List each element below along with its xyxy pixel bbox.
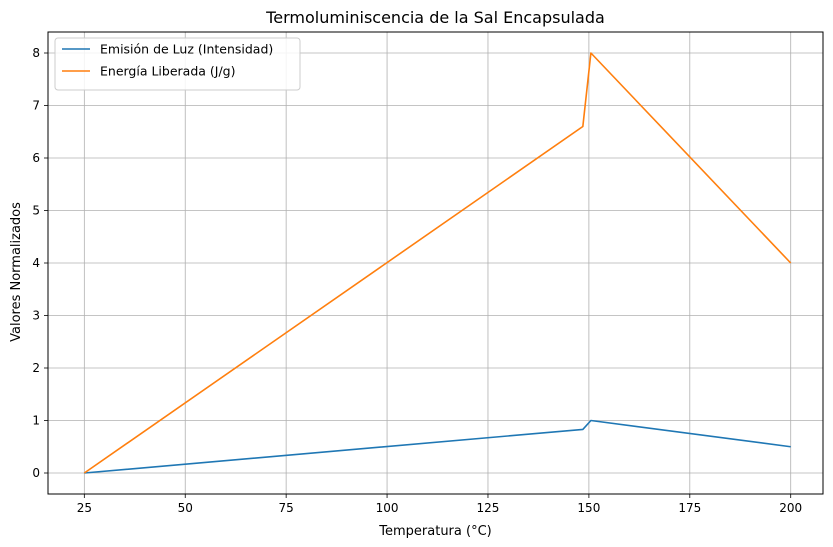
grid bbox=[48, 32, 823, 494]
y-tick-label: 3 bbox=[32, 309, 40, 323]
legend-label-energia: Energía Liberada (J/g) bbox=[100, 64, 236, 79]
x-tick-label: 200 bbox=[779, 501, 802, 515]
y-tick-label: 6 bbox=[32, 151, 40, 165]
chart-title: Termoluminiscencia de la Sal Encapsulada bbox=[265, 8, 605, 27]
legend: Emisión de Luz (Intensidad) Energía Libe… bbox=[54, 37, 301, 91]
x-axis-label: Temperatura (°C) bbox=[378, 524, 491, 539]
axis-ticks: 25 50 75 100 125 150 175 200 0 1 2 3 4 5 6 7 8 bbox=[32, 46, 802, 515]
y-tick-label: 2 bbox=[32, 361, 40, 375]
y-tick-label: 8 bbox=[32, 46, 40, 60]
y-tick-label: 1 bbox=[32, 414, 40, 428]
x-tick-label: 150 bbox=[577, 501, 600, 515]
y-axis-label: Valores Normalizados bbox=[9, 202, 24, 342]
legend-label-emision: Emisión de Luz (Intensidad) bbox=[100, 42, 273, 57]
x-tick-label: 175 bbox=[678, 501, 701, 515]
x-tick-label: 25 bbox=[77, 501, 92, 515]
x-tick-label: 50 bbox=[178, 501, 193, 515]
series-line-0 bbox=[84, 419, 791, 474]
y-tick-label: 7 bbox=[32, 99, 40, 113]
x-tick-label: 100 bbox=[376, 501, 399, 515]
y-tick-label: 5 bbox=[32, 204, 40, 218]
x-tick-label: 75 bbox=[279, 501, 294, 515]
y-tick-label: 0 bbox=[32, 466, 40, 480]
x-tick-label: 125 bbox=[477, 501, 500, 515]
legend-box bbox=[54, 37, 301, 91]
series-lines bbox=[83, 52, 792, 474]
y-tick-label: 4 bbox=[32, 256, 40, 270]
series-line-1 bbox=[83, 52, 792, 474]
